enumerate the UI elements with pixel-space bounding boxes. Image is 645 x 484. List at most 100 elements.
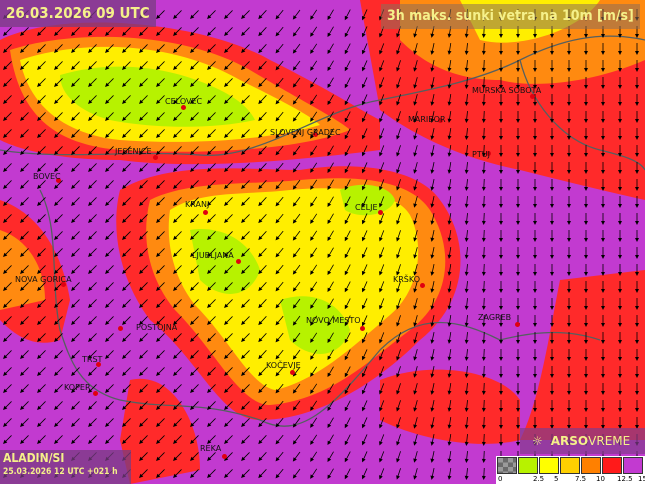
wind-arrow-head (207, 201, 212, 206)
wind-arrow-head (190, 14, 195, 19)
wind-arrow-head (379, 390, 383, 395)
wind-arrow-head (430, 424, 435, 429)
wind-arrow-head (156, 184, 161, 189)
wind-arrow-head (139, 286, 144, 291)
wind-arrow-head (344, 321, 349, 327)
wind-arrow-head (344, 219, 349, 225)
wind-arrow-head (499, 374, 503, 378)
wind-arrow-head (516, 425, 520, 429)
wind-arrow-head (310, 202, 315, 207)
wind-arrow-head (601, 34, 605, 38)
wind-arrow-head (379, 84, 383, 89)
wind-arrow-head (379, 271, 383, 276)
wind-arrow-head (618, 425, 622, 429)
wind-arrow-head (190, 422, 195, 427)
wind-arrow-head (516, 34, 520, 38)
wind-arrow-head (413, 441, 418, 446)
wind-arrow-head (88, 218, 93, 223)
city-marker (438, 118, 443, 123)
wind-arrow-head (241, 320, 246, 325)
wind-arrow-head (37, 82, 42, 87)
wind-arrow-head (310, 236, 315, 241)
wind-arrow-head (464, 203, 469, 208)
wind-arrow-head (54, 167, 59, 172)
wind-arrow-head (550, 68, 554, 72)
wind-arrow-head (499, 85, 503, 89)
wind-arrow-head (464, 118, 469, 123)
wind-arrow-head (54, 286, 59, 291)
wind-arrow-head (481, 84, 486, 89)
wind-arrow-head (258, 388, 263, 394)
wind-arrow-head (550, 289, 554, 293)
wind-arrow-head (241, 14, 246, 19)
wind-arrow-head (430, 67, 435, 72)
wind-arrow-head (361, 321, 366, 327)
wind-arrow-head (20, 31, 25, 36)
wind-arrow-head (327, 338, 332, 344)
wind-arrow-head (292, 457, 297, 462)
wind-arrow-head (207, 303, 212, 308)
wind-arrow-head (601, 374, 605, 378)
wind-arrow-head (156, 150, 161, 155)
wind-arrow-head (105, 388, 110, 393)
wind-arrow-head (3, 405, 8, 410)
wind-arrow-head (190, 167, 195, 172)
wind-arrow-head (481, 152, 486, 157)
wind-arrow-head (275, 100, 280, 105)
wind-arrow-head (516, 187, 520, 191)
wind-arrow-head (275, 406, 280, 411)
wind-arrow-head (173, 354, 178, 359)
wind-arrow-head (37, 150, 42, 155)
wind-arrow-head (413, 203, 418, 208)
wind-arrow-head (88, 252, 93, 257)
legend-swatch (602, 457, 622, 474)
wind-arrow-head (20, 133, 25, 138)
wind-arrow-head (447, 475, 452, 480)
wind-arrow-head (481, 407, 486, 412)
city-marker (360, 326, 365, 331)
wind-arrow-head (241, 99, 246, 104)
wind-arrow-head (430, 152, 435, 157)
wind-arrow-head (122, 82, 127, 87)
wind-arrow-head (275, 202, 280, 207)
wind-arrow-head (275, 32, 280, 37)
wind-arrow-head (71, 269, 76, 274)
legend-tick: 15 (638, 475, 645, 483)
wind-arrow-head (533, 34, 537, 38)
wind-arrow-head (430, 135, 435, 140)
wind-arrow-head (344, 253, 349, 259)
wind-arrow-head (601, 357, 605, 361)
wind-arrow-head (310, 83, 315, 88)
wind-arrow-head (447, 220, 452, 225)
wind-arrow-head (71, 303, 76, 308)
arso-vreme-logo[interactable]: ☼ ARSOVREME (520, 428, 645, 454)
wind-arrow-head (618, 136, 622, 140)
wind-arrow-head (533, 374, 537, 378)
wind-arrow-head (207, 184, 212, 189)
wind-arrow-head (413, 50, 418, 55)
wind-arrow-head (447, 441, 452, 446)
wind-arrow-head (258, 82, 263, 88)
wind-arrow-head (618, 221, 622, 225)
wind-arrow-head (173, 150, 178, 155)
wind-arrow-head (71, 99, 76, 104)
legend-tick: 10 (596, 475, 605, 483)
wind-arrow-head (481, 458, 486, 463)
wind-arrow-head (550, 408, 554, 412)
wind-arrow-head (413, 458, 418, 463)
wind-arrow-head (224, 184, 229, 189)
wind-arrow-head (37, 337, 42, 342)
wind-arrow-head (173, 303, 178, 308)
wind-arrow-head (275, 423, 280, 428)
wind-arrow-head (224, 354, 229, 359)
wind-arrow-head (396, 101, 400, 106)
wind-arrow-head (224, 303, 229, 308)
wind-arrow-head (327, 185, 332, 191)
wind-arrow-head (618, 357, 622, 361)
wind-arrow-head (292, 151, 297, 156)
wind-arrow-head (139, 422, 144, 427)
wind-arrow-head (139, 167, 144, 172)
wind-arrow-head (464, 305, 469, 310)
wind-arrow-head (584, 221, 588, 225)
city-label: TRST (82, 355, 103, 364)
